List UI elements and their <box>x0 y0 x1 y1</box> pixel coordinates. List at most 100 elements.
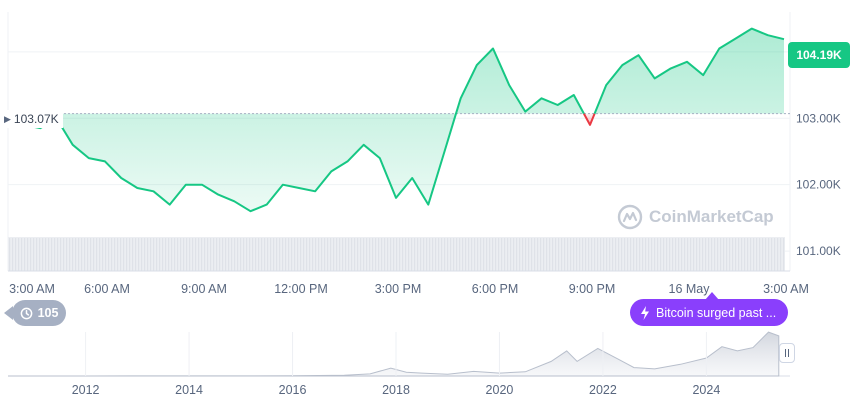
volume-bar <box>738 238 740 271</box>
volume-bar <box>273 238 275 271</box>
volume-bar <box>633 238 635 271</box>
navigator-tick-label: 2012 <box>72 383 100 397</box>
volume-bar <box>495 238 497 271</box>
volume-bar <box>135 238 137 271</box>
history-events-button[interactable]: 105 <box>4 300 66 326</box>
volume-bar <box>225 238 227 271</box>
volume-bar <box>690 238 692 271</box>
volume-bar <box>492 238 494 271</box>
volume-bar <box>768 238 770 271</box>
volume-bar <box>51 238 53 271</box>
history-count: 105 <box>37 306 59 320</box>
volume-bar <box>519 238 521 271</box>
navigator-tick-label: 2016 <box>279 383 307 397</box>
volume-bar <box>18 238 20 271</box>
volume-bar <box>432 238 434 271</box>
volume-bar <box>621 238 623 271</box>
volume-bar <box>288 238 290 271</box>
volume-bar <box>357 238 359 271</box>
volume-bar <box>783 238 785 271</box>
volume-bar <box>405 238 407 271</box>
volume-bar <box>612 238 614 271</box>
volume-bar <box>396 238 398 271</box>
history-icon <box>20 307 32 319</box>
volume-bar <box>165 238 167 271</box>
volume-bar <box>315 238 317 271</box>
volume-bar <box>756 238 758 271</box>
volume-bar <box>567 238 569 271</box>
navigator-drag-handle[interactable] <box>779 343 795 363</box>
volume-bar <box>435 238 437 271</box>
volume-bar <box>180 238 182 271</box>
volume-bar <box>753 238 755 271</box>
volume-bar <box>237 238 239 271</box>
volume-bar <box>576 238 578 271</box>
volume-bar <box>213 238 215 271</box>
x-tick-label: 9:00 AM <box>181 282 227 296</box>
news-event-button[interactable]: Bitcoin surged past ... <box>630 292 788 326</box>
volume-bar <box>105 238 107 271</box>
volume-bar <box>573 238 575 271</box>
volume-bar <box>30 238 32 271</box>
volume-bar <box>699 238 701 271</box>
coinmarketcap-watermark: CoinMarketCap <box>617 204 774 230</box>
volume-bar <box>345 238 347 271</box>
volume-bar <box>87 238 89 271</box>
volume-bar <box>378 238 380 271</box>
reference-price-value: 103.07K <box>13 112 59 126</box>
volume-bar <box>675 238 677 271</box>
volume-bar <box>660 238 662 271</box>
volume-bar <box>501 238 503 271</box>
volume-bar <box>297 238 299 271</box>
volume-bar <box>312 238 314 271</box>
volume-bar <box>78 238 80 271</box>
volume-bar <box>333 238 335 271</box>
volume-bar <box>117 238 119 271</box>
volume-bar <box>144 238 146 271</box>
volume-bar <box>282 238 284 271</box>
volume-bar <box>453 238 455 271</box>
navigator-axis: 2012 2014 2016 2018 2020 2022 2024 <box>72 332 720 397</box>
volume-bar <box>630 238 632 271</box>
range-navigator[interactable]: 2012 2014 2016 2018 2020 2022 2024 <box>8 331 790 397</box>
volume-bar <box>729 238 731 271</box>
volume-bar <box>255 238 257 271</box>
current-price-tag: 104.19K <box>788 42 850 68</box>
volume-bar <box>234 238 236 271</box>
volume-bar <box>546 238 548 271</box>
volume-bar <box>186 238 188 271</box>
x-tick-label: 9:00 PM <box>569 282 616 296</box>
volume-bar <box>231 238 233 271</box>
volume-bar <box>534 238 536 271</box>
volume-bar <box>663 238 665 271</box>
volume-bar <box>189 238 191 271</box>
volume-bar <box>549 238 551 271</box>
volume-bar <box>528 238 530 271</box>
volume-bar <box>759 238 761 271</box>
volume-bar <box>486 238 488 271</box>
volume-bar <box>216 238 218 271</box>
volume-bar <box>36 238 38 271</box>
above-baseline-area <box>8 28 784 212</box>
x-tick-label: 6:00 AM <box>84 282 130 296</box>
x-tick-label: 3:00 AM <box>763 282 809 296</box>
volume-bar <box>708 238 710 271</box>
volume-bar <box>525 238 527 271</box>
volume-bar <box>249 238 251 271</box>
volume-bar <box>324 238 326 271</box>
volume-bar <box>747 238 749 271</box>
volume-bar <box>96 238 98 271</box>
volume-bar <box>204 238 206 271</box>
volume-bar <box>555 238 557 271</box>
navigator-tick-label: 2020 <box>486 383 514 397</box>
volume-bar <box>606 238 608 271</box>
volume-bar <box>15 238 17 271</box>
volume-bar <box>300 238 302 271</box>
volume-bar <box>636 238 638 271</box>
volume-bar <box>162 238 164 271</box>
volume-bar <box>336 238 338 271</box>
volume-bar <box>9 238 11 271</box>
navigator-tick-label: 2014 <box>175 383 203 397</box>
